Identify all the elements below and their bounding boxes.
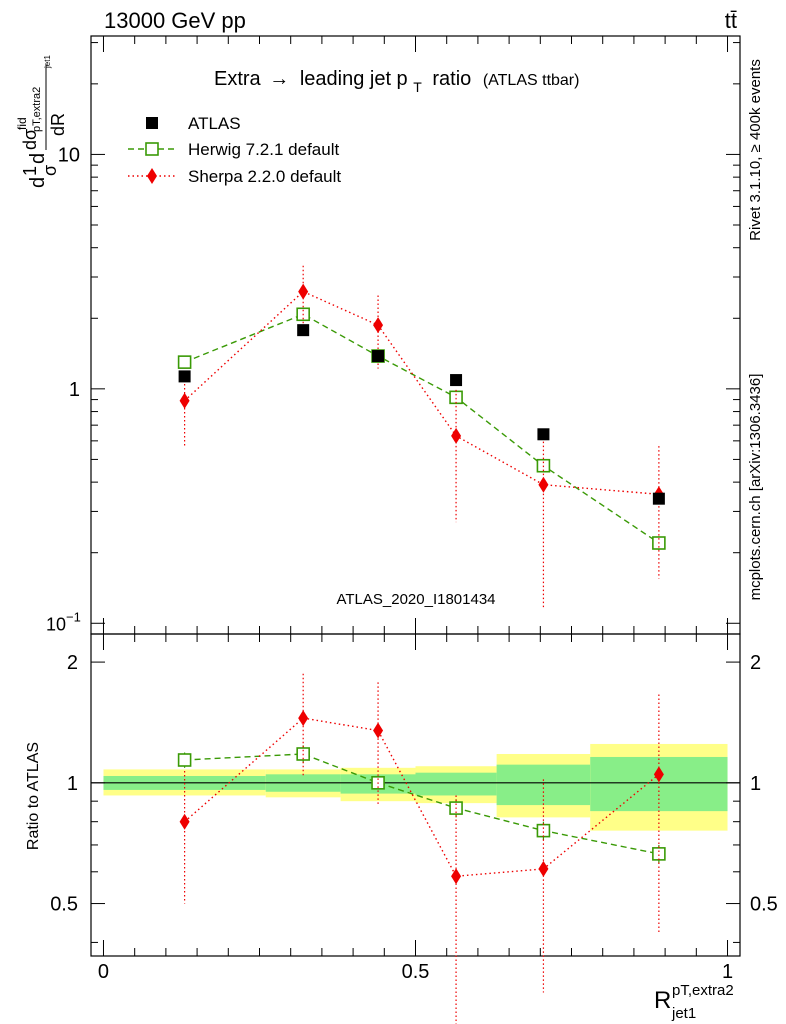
ratio-panel: 0.5 0.5 1 1 2 2 0 0.5 1 Ratio to ATLAS R pT,extr… <box>25 633 778 1024</box>
ylabel-d2: d <box>27 153 49 164</box>
ratio-y-tick-label-right: 0.5 <box>750 894 778 916</box>
main-point-sherpa <box>451 427 462 444</box>
main-point-herwig <box>177 355 192 369</box>
ratio-y-tick-label: 0.5 <box>50 894 78 916</box>
xlabel-R: R <box>654 987 671 1014</box>
ratio-point-sherpa <box>373 722 384 739</box>
main-series <box>177 265 666 610</box>
ratio-y-tick-label: 2 <box>67 652 78 674</box>
ratio-band-green <box>590 756 728 812</box>
main-line-herwig <box>184 313 660 544</box>
ratio-x-tick-label: 1 <box>722 961 733 983</box>
ratio-point-herwig <box>536 823 551 838</box>
main-point-atlas <box>537 428 550 441</box>
main-point-atlas <box>297 324 310 337</box>
main-y-axis-label: d 1 σ d dσ fid pT,extra2 jet1 dR <box>15 55 68 188</box>
main-point-sherpa <box>179 392 190 409</box>
ratio-series <box>177 673 666 1024</box>
ratio-x-tick-label: 0 <box>98 961 109 983</box>
ylabel-fid: fid <box>15 117 29 130</box>
ratio-y-axis-label: Ratio to ATLAS <box>25 742 42 850</box>
title-prefix: Extra <box>214 68 262 90</box>
main-y-tick-label: 10 <box>46 614 66 634</box>
ratio-axes: 0.5 0.5 1 1 2 2 0 0.5 1 <box>50 634 778 983</box>
ratio-point-herwig <box>177 753 192 767</box>
legend-marker-sherpa <box>147 168 157 184</box>
legend-label-herwig: Herwig 7.2.1 default <box>188 140 339 159</box>
ratio-point-sherpa <box>298 710 309 727</box>
ratio-y-tick-label: 1 <box>67 773 78 795</box>
ylabel-one: 1 <box>20 166 40 176</box>
main-point-herwig <box>449 390 463 405</box>
legend-label-atlas: ATLAS <box>188 114 241 133</box>
title-note: (ATLAS ttbar) <box>483 72 580 89</box>
legend-marker-atlas <box>146 117 158 129</box>
plot-title: Extra → leading jet p T ratio (ATLAS ttb… <box>214 68 579 97</box>
title-suffix: ratio <box>432 68 471 90</box>
ratio-point-sherpa <box>653 766 664 783</box>
x-axis-label: R pT,extra2 jet1 <box>654 982 734 1022</box>
ylabel-dsigma: dσ <box>20 129 40 150</box>
main-y-tick-label: 1 <box>69 379 80 401</box>
ratio-line-herwig <box>184 753 660 855</box>
ratio-y-tick-label-right: 1 <box>750 773 761 795</box>
ylabel-dR: dR <box>48 113 68 136</box>
ratio-line-sherpa <box>184 717 660 877</box>
ratio-y-tick-label-right: 2 <box>750 652 761 674</box>
main-point-sherpa <box>298 283 309 300</box>
legend: ATLAS Herwig 7.2.1 default Sherpa 2.2.0 … <box>128 114 341 186</box>
ratio-point-sherpa <box>451 868 462 885</box>
main-y-tick-label: 10 <box>58 144 80 166</box>
analysis-watermark: ATLAS_2020_I1801434 <box>336 591 495 608</box>
xlabel-superscript: pT,extra2 <box>672 982 734 999</box>
main-line-sherpa <box>184 290 659 495</box>
main-point-atlas <box>372 350 385 363</box>
ratio-band-green <box>415 772 497 796</box>
ylabel-d: d <box>27 177 49 188</box>
legend-marker-herwig <box>145 142 159 156</box>
legend-label-sherpa: Sherpa 2.2.0 default <box>188 167 341 186</box>
main-y-tick-exponent: −1 <box>66 609 81 624</box>
main-point-sherpa <box>373 317 384 334</box>
main-point-sherpa <box>538 476 549 493</box>
rivet-label: Rivet 3.1.10, ≥ 400k events <box>747 59 764 241</box>
collision-energy-label: 13000 GeV pp <box>104 8 246 33</box>
ylabel-ptextra2: pT,extra2 <box>31 87 43 132</box>
main-point-atlas <box>178 370 191 383</box>
main-point-atlas <box>652 492 665 505</box>
xlabel-subscript: jet1 <box>671 1005 696 1022</box>
ratio-point-sherpa <box>538 860 549 877</box>
ratio-x-tick-label: 0.5 <box>402 961 430 983</box>
title-subscript: T <box>413 79 422 95</box>
ratio-point-herwig <box>652 847 666 861</box>
mcplots-label: mcplots.cern.ch [arXiv:1306.3436] <box>747 374 764 601</box>
title-arrow: → <box>269 68 289 90</box>
title-middle: leading jet p <box>300 68 408 90</box>
process-label: tt̄ <box>725 8 737 33</box>
ratio-point-sherpa <box>179 813 190 830</box>
ylabel-jet1: jet1 <box>43 55 52 69</box>
ylabel-sigma: σ <box>40 165 60 176</box>
main-point-atlas <box>450 374 463 387</box>
